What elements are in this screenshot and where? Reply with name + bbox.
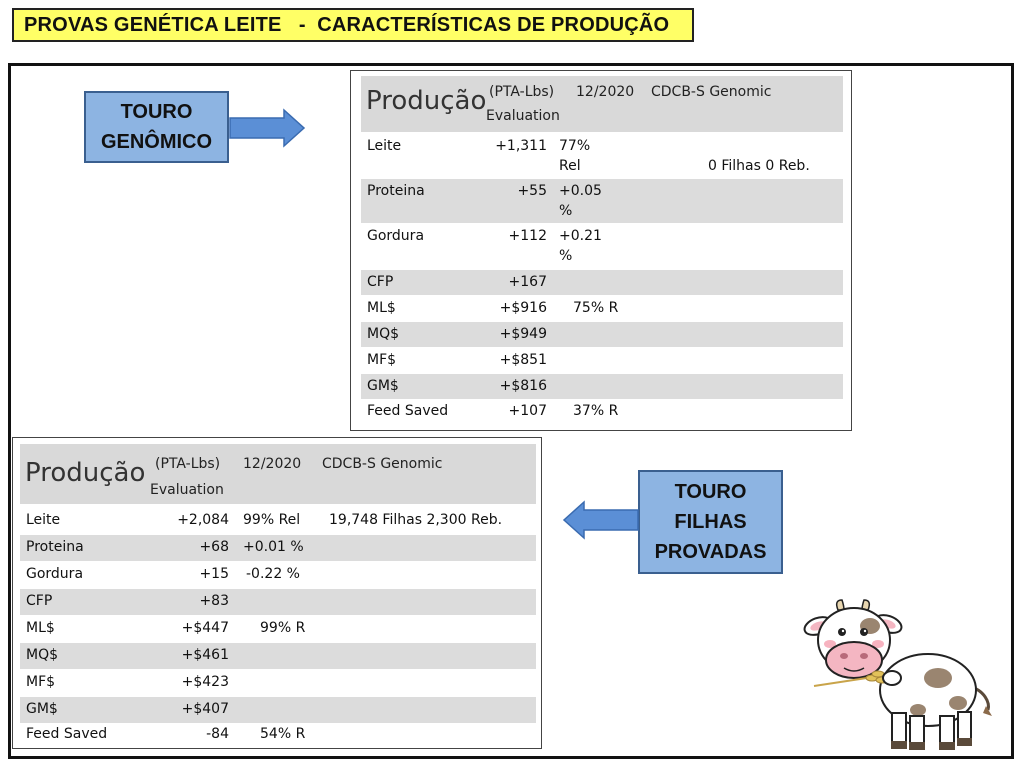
table-row: Leite +2,084 99% Rel 19,748 Filhas 2,300… — [20, 508, 536, 534]
row-value: +$949 — [499, 326, 547, 342]
table-row: MQ$ +$461 — [20, 643, 536, 669]
table-row: Leite +1,311 77% Rel 0 Filhas 0 Reb. — [361, 134, 843, 178]
label-touro-filhas-provadas: TOURO FILHAS PROVADAS — [638, 470, 783, 574]
row-name: Leite — [26, 512, 61, 528]
label-line: FILHAS — [674, 511, 747, 533]
arrow-right-icon — [229, 108, 306, 148]
label-line: PROVADAS — [654, 541, 767, 563]
table-row: Feed Saved -84 54% R — [20, 723, 536, 747]
label-line: GENÔMICO — [100, 131, 213, 153]
row-value: +$407 — [181, 701, 229, 717]
row-extra: 54% R — [260, 726, 306, 742]
row-value: +$423 — [181, 674, 229, 690]
row-extra: +0.05 — [559, 183, 602, 199]
label-line: TOURO — [674, 481, 747, 503]
panel-source: CDCB-S Genomic — [322, 456, 443, 472]
row-value: +15 — [199, 566, 229, 582]
table-row: MF$ +$423 — [20, 670, 536, 696]
panel-title: Produção — [366, 86, 487, 116]
page-title: PROVAS GENÉTICA LEITE - CARACTERÍSTICAS … — [12, 8, 694, 42]
panel-date: 12/2020 — [576, 84, 635, 100]
table-row: ML$ +$916 75% R — [361, 296, 843, 321]
row-value: -84 — [206, 726, 229, 742]
row-extra: +0.21 — [559, 228, 602, 244]
row-note: 0 Filhas 0 Reb. — [708, 158, 810, 174]
row-value: +1,311 — [495, 138, 547, 154]
row-value: +$916 — [499, 300, 547, 316]
row-extra: 37% R — [573, 403, 619, 419]
table-row: GM$ +$407 — [20, 697, 536, 723]
row-name: Gordura — [367, 228, 425, 244]
table-row: MF$ +$851 — [361, 348, 843, 373]
row-value: +68 — [199, 539, 229, 555]
row-extra: +0.01 % — [243, 539, 304, 555]
row-note: 19,748 Filhas 2,300 Reb. — [329, 512, 503, 528]
row-value: +$447 — [181, 620, 229, 636]
row-value: +112 — [508, 228, 547, 244]
table-row: GM$ +$816 — [361, 374, 843, 399]
row-name: ML$ — [367, 300, 396, 316]
label-touro-genomico: TOURO GENÔMICO — [84, 91, 229, 163]
row-name: CFP — [26, 593, 53, 609]
row-extra: -0.22 % — [246, 566, 300, 582]
label-line: TOURO — [120, 101, 193, 123]
table-row: MQ$ +$949 — [361, 322, 843, 347]
row-value: +2,084 — [177, 512, 229, 528]
table-row: CFP +167 — [361, 270, 843, 295]
row-name: GM$ — [26, 701, 58, 717]
table-row: CFP +83 — [20, 589, 536, 615]
row-value: +$816 — [499, 378, 547, 394]
row-name: MF$ — [367, 352, 397, 368]
row-value: +107 — [508, 403, 547, 419]
panel-sub: Evaluation — [486, 108, 560, 124]
row-value: +$851 — [499, 352, 547, 368]
row-extra2: % — [559, 203, 573, 219]
row-name: GM$ — [367, 378, 399, 394]
panel-title: Produção — [25, 458, 146, 488]
panel-unit: (PTA-Lbs) — [155, 456, 221, 472]
panel-sub: Evaluation — [150, 482, 224, 498]
row-name: MF$ — [26, 674, 56, 690]
table-row: Gordura +15 -0.22 % — [20, 562, 536, 588]
panel-genomic: Produção (PTA-Lbs) 12/2020 CDCB-S Genomi… — [350, 70, 852, 431]
row-name: MQ$ — [367, 326, 400, 342]
table-row: Feed Saved +107 37% R — [361, 400, 843, 425]
cow-illustration — [803, 599, 992, 750]
table-row: ML$ +$447 99% R — [20, 616, 536, 642]
panel-unit: (PTA-Lbs) — [489, 84, 555, 100]
row-extra2: % — [559, 248, 573, 264]
panel-date: 12/2020 — [243, 456, 302, 472]
panel-header: Produção (PTA-Lbs) 12/2020 CDCB-S Genomi… — [361, 76, 843, 132]
table-row: Proteina +55 +0.05 % — [361, 179, 843, 223]
row-extra: 99% R — [260, 620, 306, 636]
table-row: Gordura +112 +0.21 % — [361, 224, 843, 268]
row-extra: 99% Rel — [243, 512, 301, 528]
row-name: ML$ — [26, 620, 55, 636]
row-value: +55 — [517, 183, 547, 199]
row-name: Proteina — [26, 539, 84, 555]
content-frame — [8, 63, 1014, 759]
table-row: Proteina +68 +0.01 % — [20, 535, 536, 561]
row-extra2: Rel — [559, 158, 581, 174]
row-name: Feed Saved — [26, 726, 108, 742]
panel-proven: Produção (PTA-Lbs) 12/2020 CDCB-S Genomi… — [12, 437, 542, 749]
panel-source: CDCB-S Genomic — [651, 84, 772, 100]
row-name: Gordura — [26, 566, 84, 582]
row-name: Feed Saved — [367, 403, 449, 419]
arrow-left-icon — [562, 500, 639, 540]
row-extra: 75% R — [573, 300, 619, 316]
row-value: +$461 — [181, 647, 229, 663]
row-name: MQ$ — [26, 647, 59, 663]
row-value: +83 — [199, 593, 229, 609]
row-value: +167 — [508, 274, 547, 290]
row-name: CFP — [367, 274, 394, 290]
row-extra: 77% — [559, 138, 591, 154]
row-name: Leite — [367, 138, 402, 154]
row-name: Proteina — [367, 183, 425, 199]
panel-header: Produção (PTA-Lbs) 12/2020 CDCB-S Genomi… — [20, 444, 536, 504]
